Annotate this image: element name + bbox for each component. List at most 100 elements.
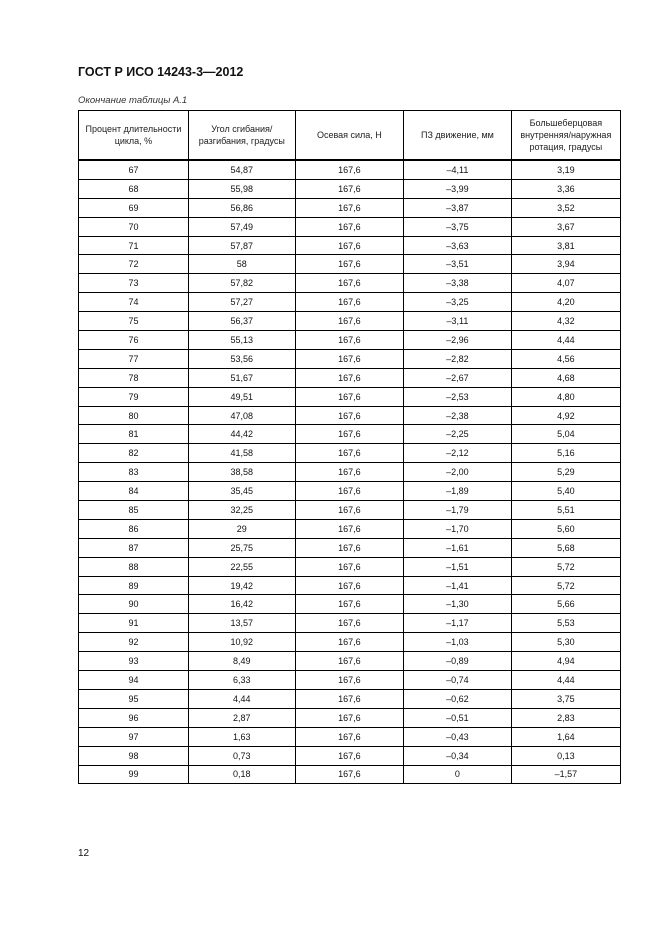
table-cell: 167,6 xyxy=(294,500,405,520)
table-cell: 78 xyxy=(78,367,189,388)
table-row: 92 10,92 167,6 –1,03 5,30 xyxy=(78,632,622,653)
table-cell: 56,86 xyxy=(187,197,296,218)
table-cell: 29 xyxy=(187,518,296,539)
table-row: 75 56,37 167,6 –3,11 4,32 xyxy=(78,311,622,332)
table-cell: 10,92 xyxy=(187,632,296,653)
table-cell: 19,42 xyxy=(187,575,296,596)
table-cell: –3,11 xyxy=(403,311,512,332)
table-cell: 3,19 xyxy=(510,159,622,180)
table-row: 67 54,87 167,6 –4,11 3,19 xyxy=(78,159,622,180)
table-cell: 4,80 xyxy=(510,386,622,407)
table-cell: –1,17 xyxy=(403,613,512,634)
table-cell: –1,61 xyxy=(403,537,512,558)
table-cell: 6,33 xyxy=(187,670,296,690)
table-cell: 80 xyxy=(78,405,189,426)
table-cell: 53,56 xyxy=(187,348,296,369)
table-cell: 167,6 xyxy=(294,670,405,690)
table-cell: 75 xyxy=(78,311,189,332)
table-cell: 5,04 xyxy=(510,424,622,445)
table-cell: –3,25 xyxy=(403,292,512,313)
table-cell: 167,6 xyxy=(294,632,405,653)
table-body: 67 54,87 167,6 –4,11 3,19 68 55,98 167,6 –3,99 3,… xyxy=(78,159,622,785)
table-cell: 167,6 xyxy=(294,273,405,294)
column-header: Осевая сила, Н xyxy=(294,110,405,161)
table-cell: –0,34 xyxy=(403,745,512,766)
table-cell: 167,6 xyxy=(294,613,405,634)
table-cell: 70 xyxy=(78,216,189,237)
table-cell: –3,87 xyxy=(403,197,512,218)
table-cell: 167,6 xyxy=(294,348,405,369)
table-cell: –1,79 xyxy=(403,500,512,520)
table-cell: –1,51 xyxy=(403,556,512,577)
table-cell: 4,44 xyxy=(510,330,622,350)
table-cell: 3,52 xyxy=(510,197,622,218)
table-cell: 3,36 xyxy=(510,178,622,199)
table-cell: 167,6 xyxy=(294,764,405,785)
table-cell: 3,94 xyxy=(510,254,622,275)
table-cell: 4,20 xyxy=(510,292,622,313)
table-cell: 55,13 xyxy=(187,330,296,350)
table-row: 99 0,18 167,6 0 –1,57 xyxy=(78,764,622,785)
table-cell: 167,6 xyxy=(294,745,405,766)
table-cell: 69 xyxy=(78,197,189,218)
document-title: ГОСТ Р ИСО 14243-3—2012 xyxy=(78,65,244,79)
table-cell: 0 xyxy=(403,764,512,785)
table-cell: 51,67 xyxy=(187,367,296,388)
table-cell: 74 xyxy=(78,292,189,313)
table-cell: –2,67 xyxy=(403,367,512,388)
table-cell: –1,57 xyxy=(510,764,622,785)
table-cell: 55,98 xyxy=(187,178,296,199)
table-cell: 57,49 xyxy=(187,216,296,237)
table-cell: 5,16 xyxy=(510,443,622,464)
table-cell: 3,67 xyxy=(510,216,622,237)
table-row: 91 13,57 167,6 –1,17 5,53 xyxy=(78,613,622,634)
table-cell: –2,96 xyxy=(403,330,512,350)
table-row: 90 16,42 167,6 –1,30 5,66 xyxy=(78,594,622,615)
table-cell: 4,07 xyxy=(510,273,622,294)
table-cell: 3,75 xyxy=(510,688,622,709)
table-cell: 58 xyxy=(187,254,296,275)
table-cell: –3,63 xyxy=(403,235,512,256)
table-cell: 32,25 xyxy=(187,500,296,520)
table-cell: 95 xyxy=(78,688,189,709)
table-cell: 71 xyxy=(78,235,189,256)
table-cell: 41,58 xyxy=(187,443,296,464)
table-cell: 0,18 xyxy=(187,764,296,785)
table-cell: 5,51 xyxy=(510,500,622,520)
table-cell: 5,68 xyxy=(510,537,622,558)
table-cell: 2,87 xyxy=(187,707,296,728)
table-cell: 44,42 xyxy=(187,424,296,445)
table-cell: 167,6 xyxy=(294,386,405,407)
table-row: 76 55,13 167,6 –2,96 4,44 xyxy=(78,330,622,350)
table-cell: 90 xyxy=(78,594,189,615)
table-row: 87 25,75 167,6 –1,61 5,68 xyxy=(78,537,622,558)
table-cell: 167,6 xyxy=(294,235,405,256)
table-cell: 13,57 xyxy=(187,613,296,634)
table-cell: 87 xyxy=(78,537,189,558)
table-cell: 81 xyxy=(78,424,189,445)
table-row: 81 44,42 167,6 –2,25 5,04 xyxy=(78,424,622,445)
table-cell: 0,13 xyxy=(510,745,622,766)
table-cell: 4,32 xyxy=(510,311,622,332)
table-cell: 167,6 xyxy=(294,443,405,464)
table-cell: 67 xyxy=(78,159,189,180)
table-cell: 167,6 xyxy=(294,405,405,426)
table-row: 95 4,44 167,6 –0,62 3,75 xyxy=(78,688,622,709)
column-header: Процент длительности цикла, % xyxy=(78,110,189,161)
table-cell: –4,11 xyxy=(403,159,512,180)
table-cell: 83 xyxy=(78,462,189,483)
table-row: 94 6,33 167,6 –0,74 4,44 xyxy=(78,670,622,690)
table-cell: –0,74 xyxy=(403,670,512,690)
table-cell: 167,6 xyxy=(294,367,405,388)
table-cell: 99 xyxy=(78,764,189,785)
table-row: 71 57,87 167,6 –3,63 3,81 xyxy=(78,235,622,256)
table-cell: 4,92 xyxy=(510,405,622,426)
table-cell: –0,89 xyxy=(403,651,512,672)
table-cell: 5,60 xyxy=(510,518,622,539)
table-cell: 54,87 xyxy=(187,159,296,180)
table-cell: 57,27 xyxy=(187,292,296,313)
table-cell: 57,87 xyxy=(187,235,296,256)
table-cell: 167,6 xyxy=(294,518,405,539)
table-cell: 77 xyxy=(78,348,189,369)
table-cell: 8,49 xyxy=(187,651,296,672)
